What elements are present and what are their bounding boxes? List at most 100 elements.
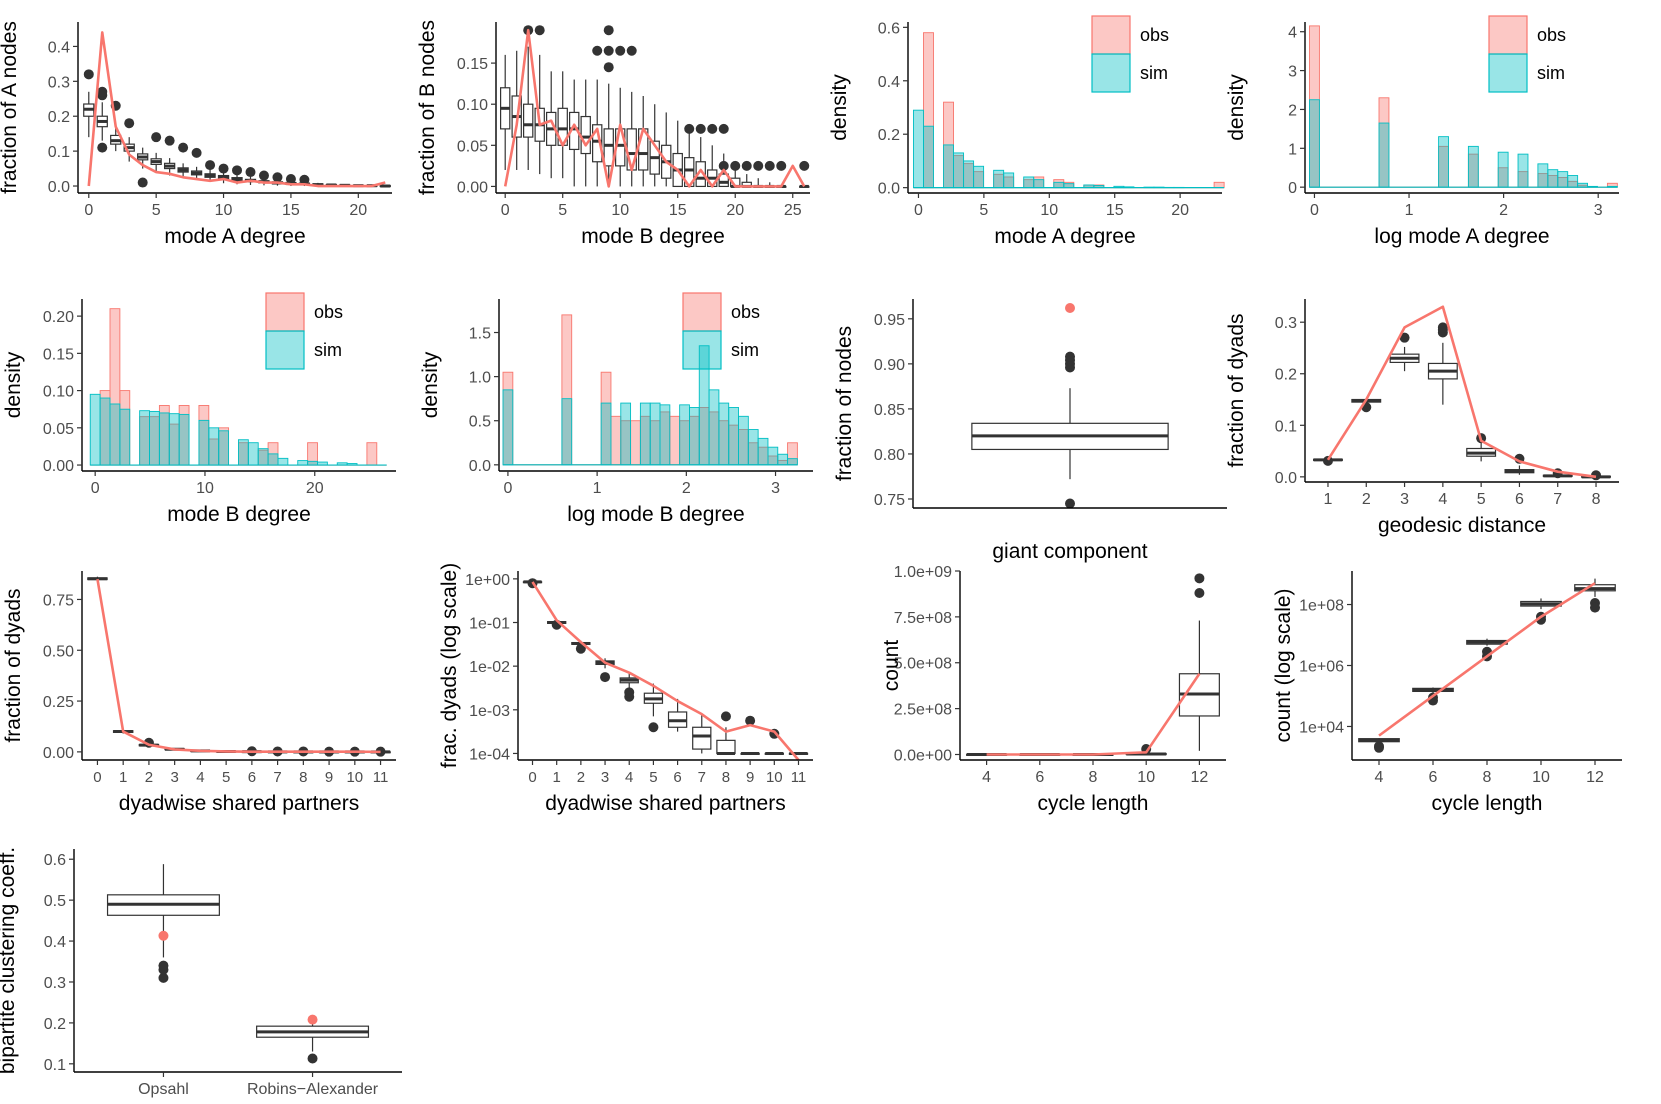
panel-p7: 0.75 0.80 0.85 0.90 0.95 giant component fract… xyxy=(833,299,1227,563)
sim-bar xyxy=(620,402,632,466)
sim-bar xyxy=(993,169,1005,189)
box-17 xyxy=(695,123,706,188)
sim-bar xyxy=(257,448,269,466)
box-0 xyxy=(500,54,511,170)
y-tick-label: 1 xyxy=(1288,141,1297,158)
obs-bar xyxy=(1213,181,1225,189)
outlier-point xyxy=(648,722,659,733)
legend-obs-swatch xyxy=(265,292,305,332)
sim-bar xyxy=(1517,153,1529,188)
sim-bar xyxy=(1023,176,1035,189)
sim-bar xyxy=(149,410,160,466)
y-tick-label: 0.2 xyxy=(44,1016,66,1033)
box-body xyxy=(695,161,706,188)
sim-bar xyxy=(1547,169,1559,188)
x-tick-label: 15 xyxy=(282,202,300,219)
sim-bar xyxy=(600,402,612,466)
x-tick-label: 9 xyxy=(746,769,754,786)
sim-bar xyxy=(218,430,230,466)
panel-p3: obs sim 0.0 0.2 0.4 0.6 0 5 10 15 20 mode A degree d… xyxy=(828,15,1225,248)
sim-bar xyxy=(109,403,121,466)
y-axis-title: density xyxy=(419,351,442,418)
sim-bar xyxy=(718,402,730,466)
sim-bar xyxy=(953,152,965,189)
sim-bar xyxy=(913,109,924,189)
outlier-point xyxy=(124,118,135,129)
y-tick-label: 0.5 xyxy=(44,893,66,910)
outlier-point xyxy=(191,147,202,158)
y-tick-label: 0.25 xyxy=(43,694,74,711)
legend-obs-swatch xyxy=(1091,15,1131,55)
y-tick-label: 5.0e+08 xyxy=(894,656,952,673)
sim-bar xyxy=(777,453,789,466)
outlier-point xyxy=(307,1053,318,1064)
box-10 xyxy=(1520,598,1562,625)
legend-obs-label: obs xyxy=(731,302,760,322)
outlier-point xyxy=(1322,455,1333,466)
x-axis-title: geodesic distance xyxy=(1378,514,1546,537)
y-tick-label: 1e-02 xyxy=(469,659,510,676)
sim-bar xyxy=(649,402,661,466)
sim-bar xyxy=(1467,145,1479,188)
legend: obs sim xyxy=(1091,15,1169,93)
sim-bar xyxy=(297,460,309,466)
x-axis-title: dyadwise shared partners xyxy=(545,792,785,815)
box-body xyxy=(523,103,534,138)
observed-line xyxy=(1326,305,1597,479)
x-axis-title: log mode A degree xyxy=(1374,225,1549,248)
x-tick-label: 6 xyxy=(1515,491,1524,508)
outlier-point xyxy=(1065,351,1075,362)
legend-sim-swatch xyxy=(1488,53,1528,93)
x-tick-label: 6 xyxy=(1035,769,1044,786)
observed-point xyxy=(1065,303,1075,314)
legend-obs-label: obs xyxy=(314,302,343,322)
y-tick-label: 0.10 xyxy=(43,384,74,401)
box-11 xyxy=(231,165,243,185)
box-22 xyxy=(379,184,391,188)
y-tick-label: 1e+04 xyxy=(1299,719,1344,736)
box-7 xyxy=(692,714,712,754)
outlier-point xyxy=(603,62,614,73)
y-axis-title: count xyxy=(880,640,903,692)
legend: obs sim xyxy=(1488,15,1566,93)
box-8 xyxy=(592,45,603,187)
x-tick-label: 8 xyxy=(1592,491,1601,508)
box-8 xyxy=(716,711,736,755)
box-9 xyxy=(740,715,760,755)
sim-bar xyxy=(198,419,210,466)
sim-bar xyxy=(1557,171,1569,188)
outlier-point xyxy=(164,135,175,146)
outlier-point xyxy=(718,160,729,171)
x-tick-label: 20 xyxy=(726,202,744,219)
x-tick-label: 8 xyxy=(299,769,307,786)
outlier-point xyxy=(718,123,729,134)
panel-p4: obs sim 0 1 2 3 4 0 1 2 3 log mode A degree density xyxy=(1225,15,1619,248)
y-tick-label: 1.0 xyxy=(469,370,491,387)
box-21 xyxy=(741,160,752,188)
sim-bar xyxy=(943,144,954,189)
sim-bar xyxy=(639,402,651,466)
y-tick-label: 0.85 xyxy=(874,402,905,419)
box-4 xyxy=(137,147,149,188)
box-6 xyxy=(163,135,176,176)
box-12 xyxy=(1178,573,1220,751)
x-tick-label: Opsahl xyxy=(138,1081,189,1098)
x-tick-label: 3 xyxy=(601,769,609,786)
outlier-point xyxy=(1437,322,1448,333)
outlier-point xyxy=(83,69,94,80)
box-14 xyxy=(661,112,672,187)
sim-bar xyxy=(767,446,779,466)
obs-bar xyxy=(669,415,681,466)
box-7 xyxy=(177,142,189,178)
observed-line xyxy=(503,28,806,188)
y-tick-label: 2.5e+08 xyxy=(894,702,952,719)
legend-sim-swatch xyxy=(1091,53,1131,93)
x-axis-title: mode A degree xyxy=(994,225,1135,248)
sim-bar xyxy=(89,393,101,466)
sim-bar xyxy=(1497,151,1509,188)
obs-bar xyxy=(610,415,622,466)
y-axis-title: fraction of A nodes xyxy=(0,21,21,194)
legend-obs-swatch xyxy=(1488,15,1528,55)
box-18 xyxy=(707,123,718,188)
y-tick-label: 0.1 xyxy=(44,1057,66,1074)
